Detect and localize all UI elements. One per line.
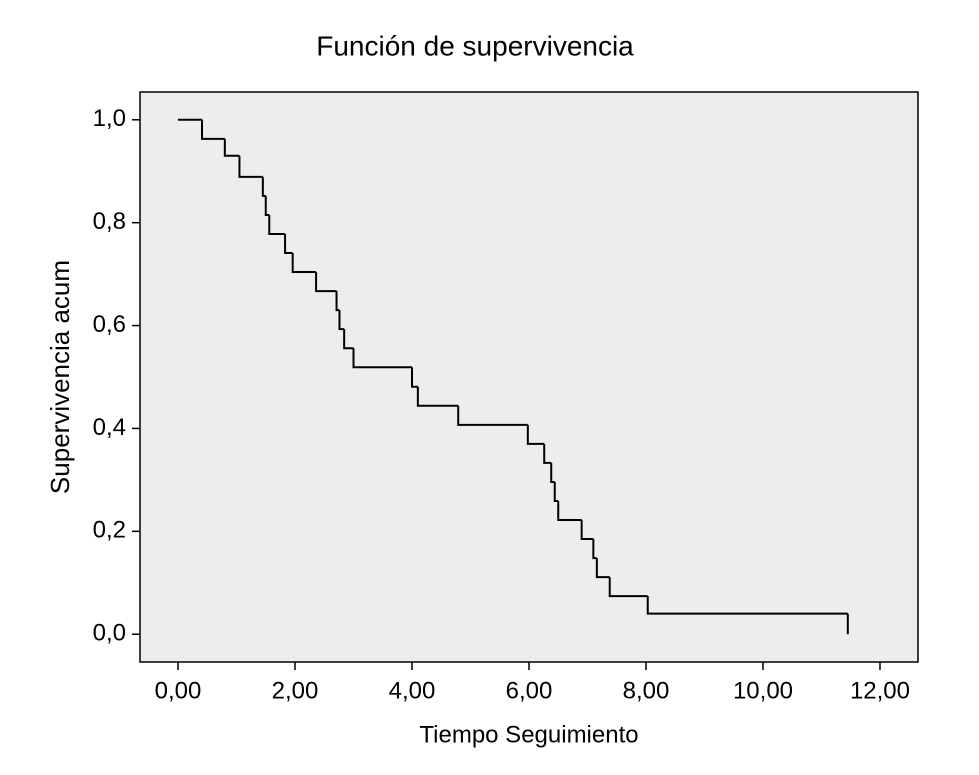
x-axis-label: Tiempo Seguimiento [419,721,638,748]
x-tick-label: 4,00 [389,677,436,704]
survival-step [352,348,413,369]
plot-area [139,91,919,663]
survival-step [201,119,225,140]
y-tick-label: 0,6 [93,311,126,338]
survival-step [457,405,528,426]
y-tick-label: 0,2 [93,517,126,544]
x-tick-label: 2,00 [272,677,319,704]
survival-step [553,481,559,502]
survival-step [238,155,263,178]
x-tick-label: 8,00 [623,677,670,704]
y-axis-label: Supervivencia acum [45,260,75,494]
survival-step [411,367,418,388]
survival-step [646,596,848,615]
x-tick-label: 6,00 [506,677,553,704]
y-tick-label: 0,0 [93,620,126,647]
survival-step [291,253,317,274]
survival-step [284,233,293,255]
survival-step [580,520,594,541]
survival-step [343,329,354,350]
survival-step [550,462,555,483]
x-tick-label: 10,00 [733,677,793,704]
survival-step [416,386,459,407]
chart-title: Función de supervivencia [316,30,634,61]
y-tick-label: 0,4 [93,414,126,441]
survival-step [608,577,648,598]
survival-step [595,558,610,579]
x-tick-label: 0,00 [155,677,202,704]
survival-step [264,195,270,216]
survival-step [338,310,345,331]
survival-step [543,443,552,464]
survival-step [315,272,337,293]
survival-step [592,539,597,560]
survival-step [268,214,286,235]
y-tick-label: 1,0 [93,105,126,132]
survival-step [557,500,582,522]
x-tick-label: 12,00 [850,677,910,704]
survival-step [223,138,240,157]
survival-step [526,424,545,445]
y-tick-label: 0,8 [93,208,126,235]
